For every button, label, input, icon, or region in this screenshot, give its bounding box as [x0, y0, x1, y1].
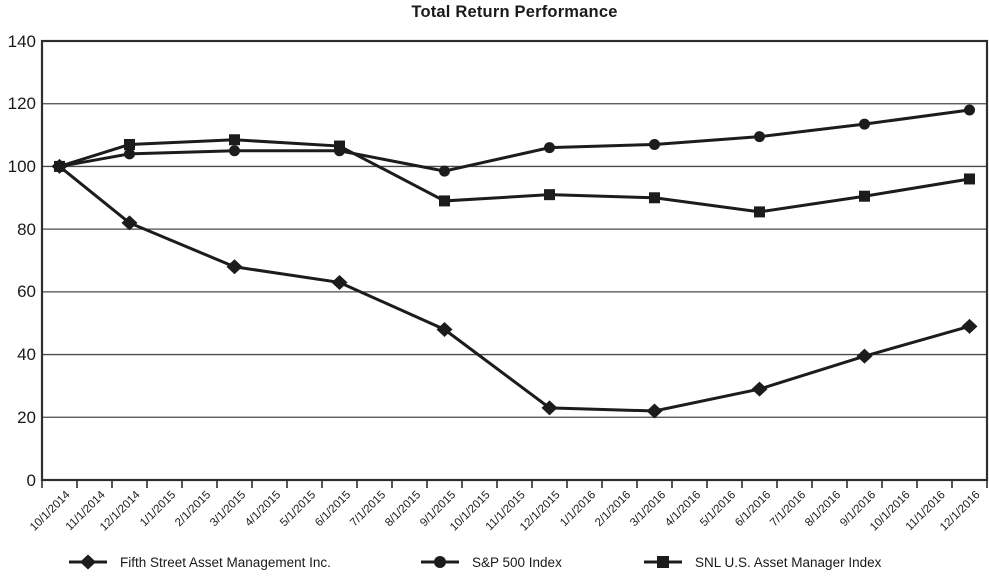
data-point-marker-square [859, 190, 870, 202]
data-point-marker-circle [439, 165, 450, 177]
data-point-marker-circle [124, 148, 135, 160]
square-marker-icon [644, 556, 682, 568]
data-point-marker-diamond [856, 348, 873, 364]
y-axis-label: 0 [26, 470, 36, 490]
data-point-marker-square [649, 192, 660, 204]
chart-title: Total Return Performance [411, 3, 618, 21]
data-point-marker-square [229, 134, 240, 146]
data-point-marker-square [439, 195, 450, 207]
data-point-marker-circle [649, 138, 660, 150]
data-point-marker-square [964, 173, 975, 185]
y-axis-label: 140 [7, 31, 36, 51]
data-point-marker-circle [859, 118, 870, 130]
diamond-marker-icon [69, 554, 107, 570]
data-point-marker-circle [754, 131, 765, 143]
data-point-marker-diamond [751, 381, 768, 397]
legend-item-sp500: S&P 500 Index [420, 551, 562, 573]
series-line-circle [59, 108, 970, 173]
data-point-marker-diamond [961, 318, 978, 334]
data-point-marker-diamond [51, 158, 68, 174]
legend-label-sp500: S&P 500 Index [472, 554, 562, 570]
data-point-marker-diamond [226, 259, 243, 275]
y-axis-label: 60 [17, 282, 36, 302]
y-axis-label: 40 [17, 345, 36, 365]
y-axis-label: 120 [7, 94, 36, 114]
series-line-square [59, 138, 970, 214]
y-axis-label: 100 [7, 156, 36, 176]
legend-label-fifth-street: Fifth Street Asset Management Inc. [120, 554, 331, 570]
data-point-marker-circle [964, 104, 975, 116]
data-point-marker-square [544, 189, 555, 201]
y-axis-label: 80 [17, 219, 36, 239]
legend-item-snl: SNL U.S. Asset Manager Index [643, 551, 881, 573]
data-point-marker-diamond [646, 403, 663, 419]
data-point-marker-square [334, 140, 345, 152]
data-point-marker-circle [544, 142, 555, 154]
data-point-marker-circle [229, 145, 240, 157]
data-point-marker-diamond [331, 274, 348, 290]
data-point-marker-diamond [541, 400, 558, 416]
data-point-marker-square [124, 138, 135, 150]
legend-label-snl: SNL U.S. Asset Manager Index [695, 554, 882, 570]
legend: Fifth Street Asset Management Inc. S&P 5… [0, 551, 989, 575]
legend-item-fifth-street: Fifth Street Asset Management Inc. [68, 551, 331, 573]
data-point-marker-diamond [436, 321, 453, 337]
data-point-marker-square [754, 206, 765, 218]
y-axis-label: 20 [17, 407, 36, 427]
data-point-marker-diamond [121, 215, 138, 231]
plot-border [40, 39, 989, 482]
circle-marker-icon [421, 556, 459, 568]
series-line-diamond [58, 165, 970, 413]
